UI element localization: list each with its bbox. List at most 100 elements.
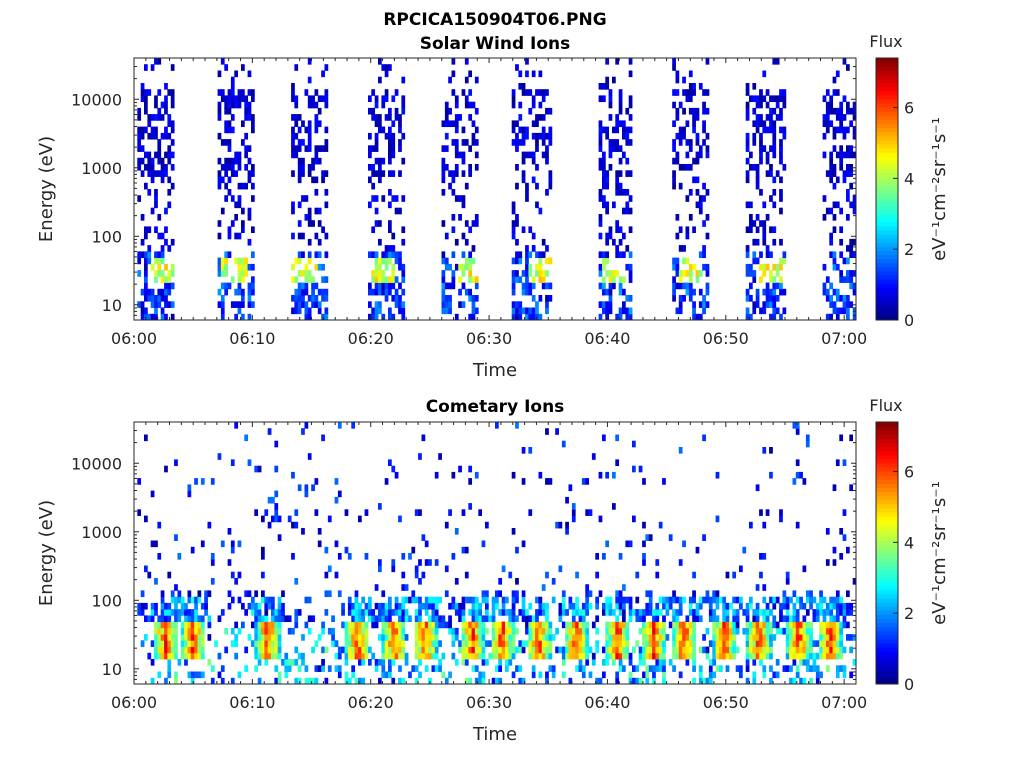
heatmap-cell (541, 251, 546, 259)
heatmap-cell (454, 139, 459, 146)
heatmap-cell (247, 301, 252, 308)
heatmap-cell (297, 301, 302, 308)
heatmap-cell (578, 634, 583, 641)
heatmap-cell (632, 440, 636, 448)
heatmap-cell (528, 509, 533, 516)
heatmap-cell (835, 627, 840, 635)
heatmap-cell (719, 621, 723, 629)
heatmap-cell (495, 677, 499, 685)
heatmap-cell (384, 64, 389, 71)
heatmap-cell (337, 422, 342, 429)
heatmap-cell (398, 640, 402, 647)
heatmap-cell (184, 602, 188, 610)
heatmap-cell (334, 478, 339, 485)
heatmap-cell (792, 677, 797, 685)
heatmap-cell (167, 151, 172, 159)
heatmap-cell (227, 89, 232, 96)
heatmap-cell (535, 596, 539, 604)
heatmap-cell (468, 609, 473, 616)
heatmap-cell (354, 640, 359, 647)
heatmap-cell (832, 126, 837, 134)
heatmap-cell (605, 238, 610, 246)
heatmap-cell (354, 677, 359, 685)
heatmap-cell (511, 126, 516, 134)
heatmap-cell (762, 307, 767, 315)
heatmap-cell (247, 176, 252, 184)
heatmap-cell (220, 270, 225, 277)
heatmap-cell (371, 226, 376, 234)
heatmap-cell (244, 164, 249, 171)
heatmap-cell (835, 307, 840, 315)
colorbar-segment (876, 217, 898, 223)
heatmap-cell (147, 615, 152, 623)
heatmap-cell (170, 609, 175, 616)
heatmap-cell (137, 251, 142, 259)
heatmap-cell (170, 270, 175, 277)
heatmap-cell (849, 107, 854, 115)
heatmap-cell (832, 226, 837, 234)
heatmap-cell (381, 640, 386, 647)
heatmap-cell (692, 615, 696, 623)
heatmap-cell (257, 627, 262, 635)
heatmap-cell (454, 238, 459, 246)
heatmap-cell (779, 107, 783, 115)
heatmap-cell (829, 232, 834, 240)
y-tick-label: 10000 (71, 90, 122, 109)
heatmap-cell (317, 263, 322, 271)
heatmap-cell (662, 640, 666, 647)
heatmap-cell (401, 640, 406, 647)
heatmap-cell (615, 145, 620, 152)
heatmap-cell (217, 615, 222, 623)
heatmap-cell (521, 226, 526, 234)
heatmap-cell (648, 646, 653, 654)
heatmap-cell (622, 151, 626, 159)
heatmap-cell (548, 257, 553, 265)
heatmap-cell (227, 120, 232, 128)
heatmap-cell (538, 646, 543, 654)
heatmap-cell (702, 126, 706, 134)
heatmap-cell (829, 251, 834, 259)
heatmap-cell (545, 107, 549, 115)
heatmap-cell (498, 590, 503, 598)
heatmap-cell (241, 64, 245, 71)
colorbar-segment (876, 303, 898, 309)
heatmap-cell (144, 282, 148, 290)
heatmap-cell (815, 602, 820, 610)
heatmap-cell (775, 596, 780, 604)
heatmap-cell (842, 621, 847, 629)
heatmap-cell (207, 521, 212, 529)
heatmap-cell (454, 609, 459, 616)
heatmap-cell (692, 621, 696, 629)
heatmap-cell (765, 602, 770, 610)
heatmap-cell (511, 609, 516, 616)
heatmap-cell (150, 126, 155, 134)
heatmap-cell (839, 609, 844, 616)
heatmap-cell (812, 652, 817, 660)
heatmap-cell (769, 251, 773, 259)
heatmap-cell (478, 646, 483, 654)
heatmap-cell (782, 101, 787, 109)
heatmap-cell (605, 83, 610, 90)
heatmap-cell (374, 282, 379, 290)
heatmap-cell (779, 238, 783, 246)
heatmap-cell (244, 270, 249, 277)
heatmap-cell (190, 596, 195, 604)
heatmap-cell (164, 609, 168, 616)
heatmap-cell (180, 634, 185, 641)
heatmap-cell (324, 189, 329, 196)
heatmap-cell (805, 634, 810, 641)
heatmap-cell (715, 471, 720, 479)
heatmap-cell (581, 671, 586, 679)
heatmap-cell (247, 313, 252, 321)
colorbar-segment (876, 201, 898, 206)
heatmap-cell (454, 101, 459, 109)
heatmap-cell (825, 634, 830, 641)
heatmap-cell (511, 627, 516, 635)
heatmap-cell (394, 89, 399, 96)
heatmap-cell (555, 627, 559, 635)
heatmap-cell (234, 422, 239, 429)
heatmap-cell (551, 578, 556, 585)
heatmap-cell (642, 615, 646, 623)
heatmap-cell (391, 139, 396, 146)
heatmap-cell (802, 627, 807, 635)
